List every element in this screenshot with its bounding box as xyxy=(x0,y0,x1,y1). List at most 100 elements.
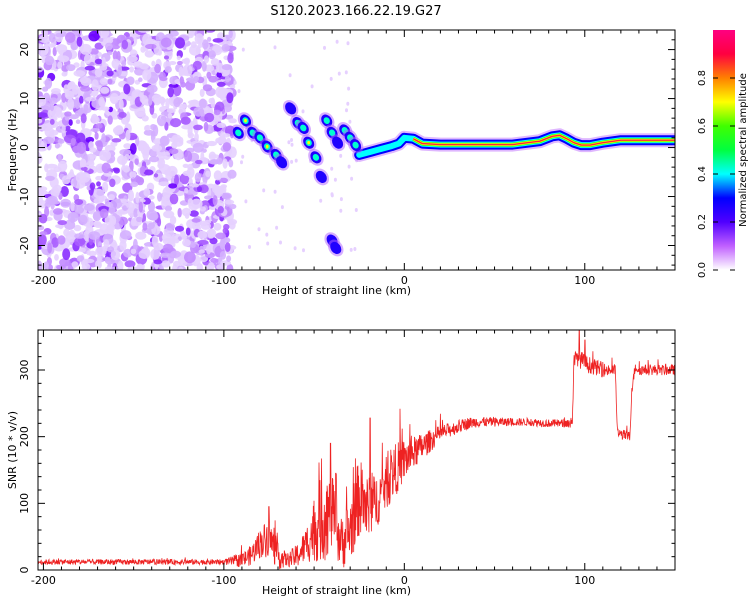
noise-speck xyxy=(94,58,103,65)
noise-speck xyxy=(208,159,220,165)
noise-speck xyxy=(337,71,341,76)
noise-speck xyxy=(182,239,191,247)
noise-speck xyxy=(55,224,65,229)
noise-speck xyxy=(346,41,350,46)
noise-speck xyxy=(168,148,179,155)
noise-speck xyxy=(189,30,194,37)
y-axis-label: Frequency (Hz) xyxy=(6,109,19,192)
noise-speck xyxy=(210,58,220,66)
spectral-blob xyxy=(347,136,364,154)
y-tick-label: 300 xyxy=(18,360,31,381)
noise-speck xyxy=(114,111,119,116)
noise-speck xyxy=(124,154,130,161)
noise-speck xyxy=(64,111,72,117)
noise-speck xyxy=(135,231,147,240)
noise-speck xyxy=(48,97,58,105)
noise-speck xyxy=(121,60,127,67)
noise-speck xyxy=(240,160,243,165)
noise-speck xyxy=(233,80,237,85)
noise-speck xyxy=(189,120,194,130)
noise-speck xyxy=(148,201,155,213)
y-tick-label: 100 xyxy=(18,493,31,514)
noise-speck xyxy=(147,222,155,230)
noise-speck xyxy=(164,169,170,176)
noise-speck xyxy=(216,139,228,144)
noise-speck xyxy=(172,139,184,147)
noise-speck xyxy=(262,188,266,193)
noise-speck xyxy=(150,248,161,260)
noise-speck xyxy=(161,260,171,268)
noise-speck xyxy=(183,57,190,65)
noise-speck xyxy=(216,81,226,87)
noise-speck xyxy=(76,255,85,262)
noise-speck xyxy=(194,132,199,142)
snr-series-line xyxy=(38,330,675,570)
noise-speck xyxy=(130,49,138,58)
noise-speck xyxy=(218,177,228,183)
blob-hot xyxy=(352,141,359,149)
noise-speck xyxy=(142,69,152,81)
blob-hot xyxy=(323,117,330,124)
noise-speck xyxy=(159,76,168,82)
noise-speck xyxy=(96,254,102,265)
noise-speck xyxy=(93,221,98,227)
noise-speck xyxy=(197,230,208,239)
noise-speck xyxy=(99,78,108,85)
x-tick-label: 0 xyxy=(401,574,408,587)
noise-speck xyxy=(226,92,234,104)
noise-speck xyxy=(208,229,215,239)
noise-speck xyxy=(160,37,172,48)
noise-speck xyxy=(339,197,343,202)
noise-speck xyxy=(248,245,251,249)
noise-speck xyxy=(184,251,196,264)
noise-speck xyxy=(169,193,179,205)
noise-speck xyxy=(213,109,221,116)
blob-hot xyxy=(256,134,264,142)
noise-speck xyxy=(148,155,160,163)
y-tick-label: 0 xyxy=(18,567,31,574)
noise-speck xyxy=(208,97,215,104)
noise-speck xyxy=(157,217,162,227)
heatmap-area xyxy=(38,30,675,270)
noise-speck xyxy=(187,163,194,171)
noise-speck xyxy=(55,107,63,118)
noise-speck xyxy=(118,111,127,118)
noise-speck xyxy=(223,223,230,230)
y-tick-label: 20 xyxy=(18,43,31,57)
noise-speck xyxy=(138,201,143,213)
noise-speck xyxy=(216,71,222,78)
noise-speck xyxy=(222,158,228,169)
noise-speck xyxy=(105,42,113,51)
noise-speck xyxy=(52,208,63,215)
noise-speck xyxy=(134,158,139,166)
noise-speck xyxy=(54,143,61,149)
noise-speck xyxy=(70,202,76,212)
noise-speck xyxy=(181,207,192,217)
noise-speck xyxy=(224,242,231,253)
noise-speck xyxy=(177,207,182,218)
x-tick-label: -200 xyxy=(31,574,56,587)
noise-speck xyxy=(344,70,348,75)
noise-speck xyxy=(228,220,236,230)
noise-speck xyxy=(38,34,51,44)
noise-speck xyxy=(177,60,183,66)
spectral-blob xyxy=(328,239,344,257)
noise-speck xyxy=(174,225,185,232)
colorbar-tick-label: 0.2 xyxy=(697,214,708,230)
noise-speck xyxy=(44,43,49,55)
noise-speck xyxy=(206,244,212,255)
noise-speck xyxy=(38,225,45,231)
noise-speck xyxy=(61,71,68,77)
x-axis-label: Height of straight line (km) xyxy=(262,584,411,597)
noise-speck xyxy=(79,77,89,84)
noise-speck xyxy=(52,46,57,57)
noise-speck xyxy=(192,60,202,70)
noise-speck xyxy=(194,172,202,183)
noise-speck xyxy=(133,91,143,97)
noise-speck xyxy=(119,230,132,240)
spectral-blob xyxy=(329,134,346,152)
noise-speck xyxy=(209,237,218,245)
noise-speck xyxy=(111,138,122,143)
noise-speck xyxy=(111,266,119,270)
